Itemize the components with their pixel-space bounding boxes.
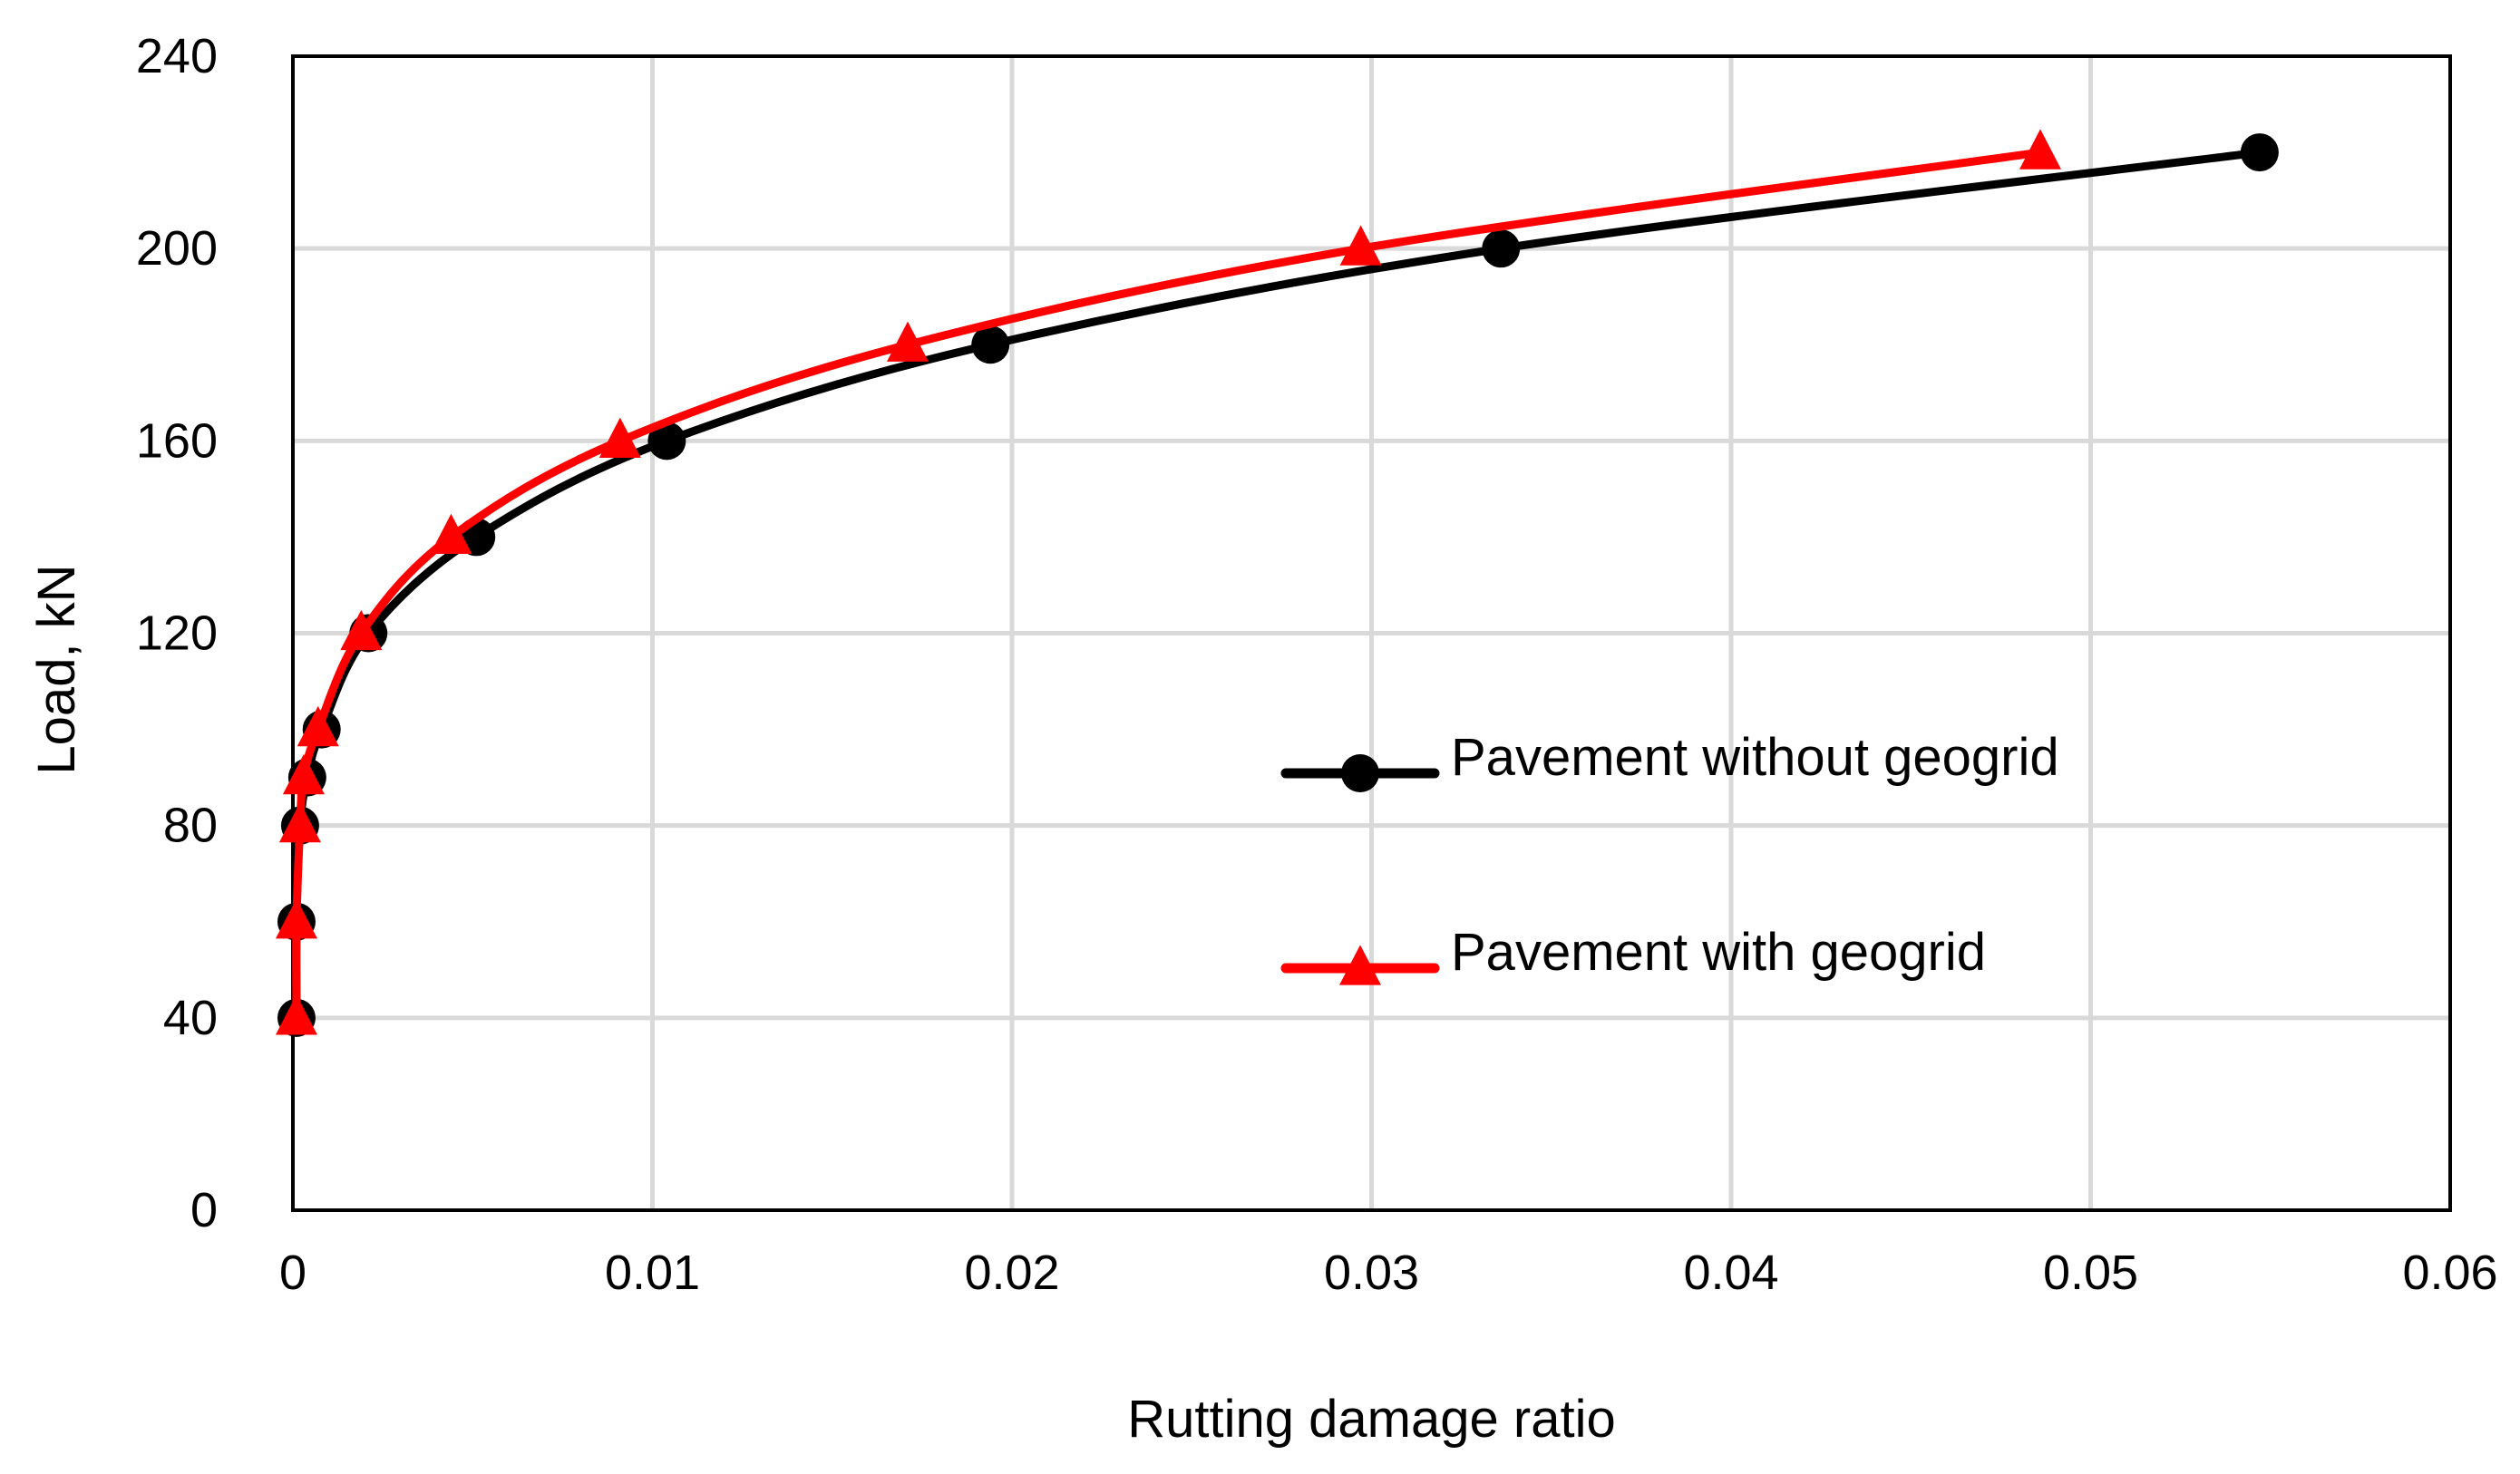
y-tick-label: 200 <box>136 221 218 276</box>
y-tick-label: 120 <box>136 606 218 661</box>
legend-marker-without-geogrid <box>1341 754 1379 792</box>
data-point <box>647 422 686 461</box>
legend: Pavement without geogrid Pavement with g… <box>1280 728 2059 985</box>
data-point <box>598 417 641 458</box>
data-point <box>340 609 383 651</box>
y-axis-ticks: 0 40 80 120 160 200 240 <box>136 29 218 1237</box>
legend-item-without-geogrid: Pavement without geogrid <box>1280 728 2059 792</box>
plot-area-frame <box>291 54 2452 1212</box>
series-layer <box>275 129 2279 1037</box>
x-tick-label: 0.02 <box>964 1246 1059 1300</box>
data-point <box>282 753 325 795</box>
x-tick-label: 0.06 <box>2402 1246 2497 1300</box>
data-point <box>275 994 317 1035</box>
data-point <box>1339 225 1382 266</box>
x-axis-title: Rutting damage ratio <box>1127 1390 1615 1449</box>
y-tick-label: 160 <box>136 413 218 468</box>
data-point <box>887 321 929 362</box>
y-tick-label: 40 <box>163 991 218 1045</box>
data-point <box>971 325 1010 364</box>
data-point <box>2019 129 2061 170</box>
legend-label-with-geogrid: Pavement with geogrid <box>1451 923 1986 982</box>
x-tick-label: 0.05 <box>2043 1246 2138 1300</box>
y-tick-label: 80 <box>163 799 218 853</box>
series-with-geogrid <box>275 129 2061 1035</box>
x-axis-ticks: 0 0.01 0.02 0.03 0.04 0.05 0.06 <box>279 1246 2498 1300</box>
x-tick-label: 0.01 <box>605 1246 700 1300</box>
y-tick-label: 0 <box>190 1183 218 1237</box>
x-tick-label: 0 <box>279 1246 306 1300</box>
y-axis-title: Load, kN <box>27 564 86 774</box>
legend-marker-with-geogrid <box>1339 945 1381 985</box>
data-point <box>430 513 472 555</box>
gridlines <box>293 56 2450 1210</box>
legend-label-without-geogrid: Pavement without geogrid <box>1451 728 2059 787</box>
series-without-geogrid <box>277 133 2279 1037</box>
data-point <box>2240 133 2279 172</box>
x-tick-label: 0.04 <box>1683 1246 1778 1300</box>
data-point <box>278 801 321 843</box>
series-line <box>292 148 2264 1023</box>
data-point <box>275 898 317 939</box>
data-point <box>1482 229 1521 268</box>
y-tick-label: 240 <box>136 29 218 83</box>
x-tick-label: 0.03 <box>1324 1246 1419 1300</box>
data-point <box>297 705 339 747</box>
series-line <box>292 148 2045 1023</box>
legend-item-with-geogrid: Pavement with geogrid <box>1280 923 1986 985</box>
